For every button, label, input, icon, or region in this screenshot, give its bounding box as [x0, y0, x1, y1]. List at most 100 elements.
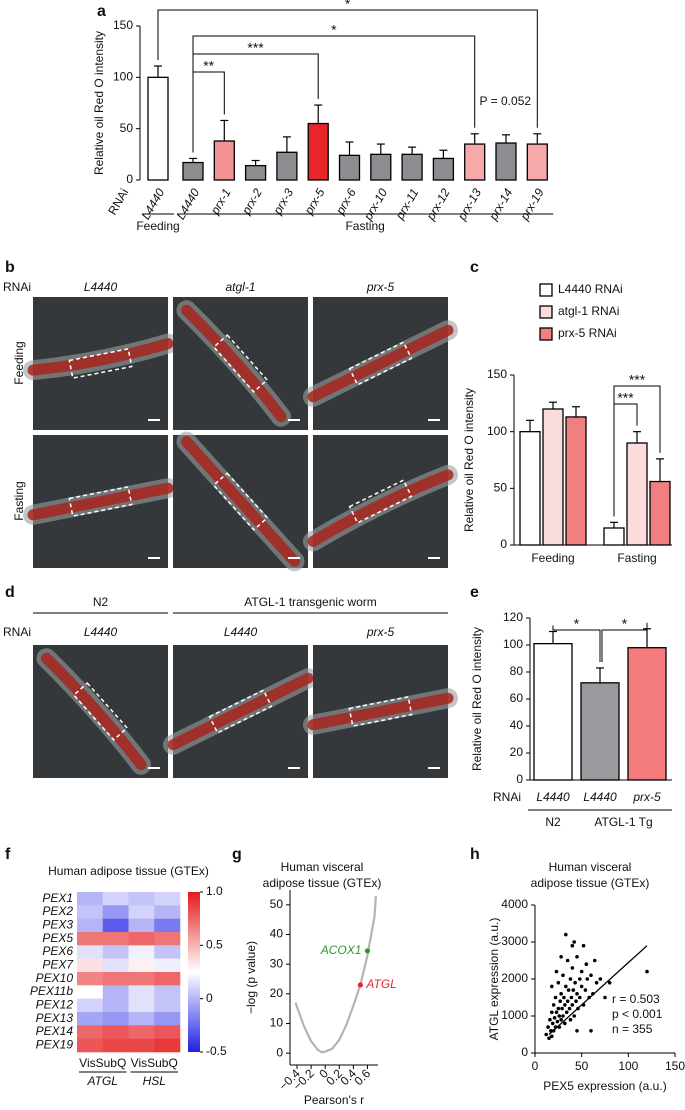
- comparison-label: ***: [247, 40, 264, 56]
- point: [571, 944, 575, 948]
- heatmap-cell: [103, 905, 129, 919]
- photo: [33, 297, 168, 430]
- prefix-label: RNAi: [3, 625, 31, 639]
- column-label: VisSubQ: [79, 1056, 126, 1070]
- point: [584, 988, 588, 992]
- error-bar: [549, 402, 557, 409]
- photo: [313, 297, 448, 430]
- panel-letter: a: [97, 3, 106, 20]
- row-label: Feeding: [12, 341, 26, 384]
- x-tick-label: prx-13: [454, 186, 484, 224]
- x-tick-label: prx-19: [517, 186, 547, 224]
- bar: [527, 144, 547, 180]
- bar: [277, 152, 297, 180]
- heatmap-cell: [77, 892, 103, 906]
- row-label: PEX12: [36, 998, 74, 1012]
- y-tick-label: 150: [113, 18, 133, 32]
- heatmap-cell: [103, 959, 129, 973]
- y-tick-label: 100: [503, 637, 523, 651]
- column-label: prx-5: [366, 625, 395, 639]
- row-label: PEX1: [42, 891, 73, 905]
- x-tick-label: L4440: [174, 186, 203, 222]
- heatmap-cell: [77, 985, 103, 999]
- y-tick-label: 0: [126, 172, 133, 186]
- x-tick-label: L4440: [139, 186, 168, 222]
- error-bar: [346, 142, 354, 155]
- point: [558, 999, 562, 1003]
- bar: [371, 154, 391, 180]
- chart-title: adipose tissue (GTEx): [531, 876, 650, 890]
- error-bar: [596, 668, 604, 683]
- y-tick-label: 80: [510, 664, 524, 678]
- panel-letter: e: [470, 584, 479, 601]
- point: [565, 1011, 569, 1015]
- colorbar: [188, 892, 200, 1052]
- bar: [148, 77, 168, 180]
- heatmap-cell: [154, 1012, 180, 1026]
- y-axis-label: ATGL expression (a.u.): [487, 918, 501, 1041]
- heatmap-cell: [103, 932, 129, 946]
- row-label: PEX6: [42, 944, 73, 958]
- heatmap-cell: [154, 945, 180, 959]
- point: [580, 970, 584, 974]
- error-bar: [549, 632, 557, 644]
- point: [555, 1011, 559, 1015]
- column-group-label: ATGL: [87, 1074, 118, 1088]
- bar: [581, 683, 619, 780]
- line: [296, 896, 376, 1052]
- point: [582, 944, 586, 948]
- point: [554, 996, 558, 1000]
- y-tick-label: 2000: [501, 971, 528, 985]
- heatmap-cell: [154, 999, 180, 1013]
- y-tick-label: 20: [510, 745, 524, 759]
- legend-label: atgl-1 RNAi: [558, 304, 619, 318]
- x-tick-label: 150: [665, 1059, 685, 1073]
- legend-swatch: [540, 328, 552, 340]
- point: [561, 1014, 565, 1018]
- x-tick-label: prx-12: [423, 186, 453, 224]
- heatmap-cell: [103, 999, 129, 1013]
- point: [559, 992, 563, 996]
- heatmap-cell: [77, 972, 103, 986]
- point-label: ATGL: [365, 977, 396, 991]
- x-tick-label: prx-5: [301, 186, 327, 218]
- heatmap-cell: [103, 892, 129, 906]
- point: [566, 999, 570, 1003]
- error-bar: [502, 135, 510, 143]
- heatmap-cell: [77, 905, 103, 919]
- bar: [534, 644, 572, 780]
- y-tick-label: 40: [270, 927, 284, 941]
- x-tick-label: 100: [618, 1059, 638, 1073]
- line: [549, 946, 647, 1035]
- heatmap-cell: [129, 919, 155, 933]
- x-tick-label: 0: [532, 1059, 539, 1073]
- error-bar: [220, 120, 228, 141]
- y-tick-label: 3000: [501, 934, 528, 948]
- error-bar: [252, 160, 260, 165]
- point: [585, 977, 589, 981]
- x-tick-label: prx-5: [632, 790, 661, 804]
- annotation: p < 0.001: [612, 1007, 663, 1021]
- row-label: PEX10: [36, 971, 74, 985]
- heatmap-cell: [154, 985, 180, 999]
- column-label: L4440: [224, 625, 258, 639]
- bar: [308, 124, 328, 180]
- comparison-label: ***: [617, 390, 634, 406]
- point: [566, 959, 570, 963]
- point: [365, 948, 370, 953]
- bar: [627, 443, 647, 545]
- heatmap-cell: [154, 972, 180, 986]
- point-label: ACOX1: [320, 943, 362, 957]
- point: [561, 974, 565, 978]
- point: [569, 977, 573, 981]
- heatmap-cell: [129, 1039, 155, 1053]
- point: [573, 981, 577, 985]
- comparison-label: *: [331, 22, 337, 38]
- legend-label: prx-5 RNAi: [558, 326, 617, 340]
- point: [575, 955, 579, 959]
- heatmap-cell: [129, 945, 155, 959]
- bar: [246, 166, 266, 180]
- row-label: PEX3: [42, 918, 73, 932]
- point: [572, 940, 576, 944]
- y-tick-label: 0: [500, 537, 507, 551]
